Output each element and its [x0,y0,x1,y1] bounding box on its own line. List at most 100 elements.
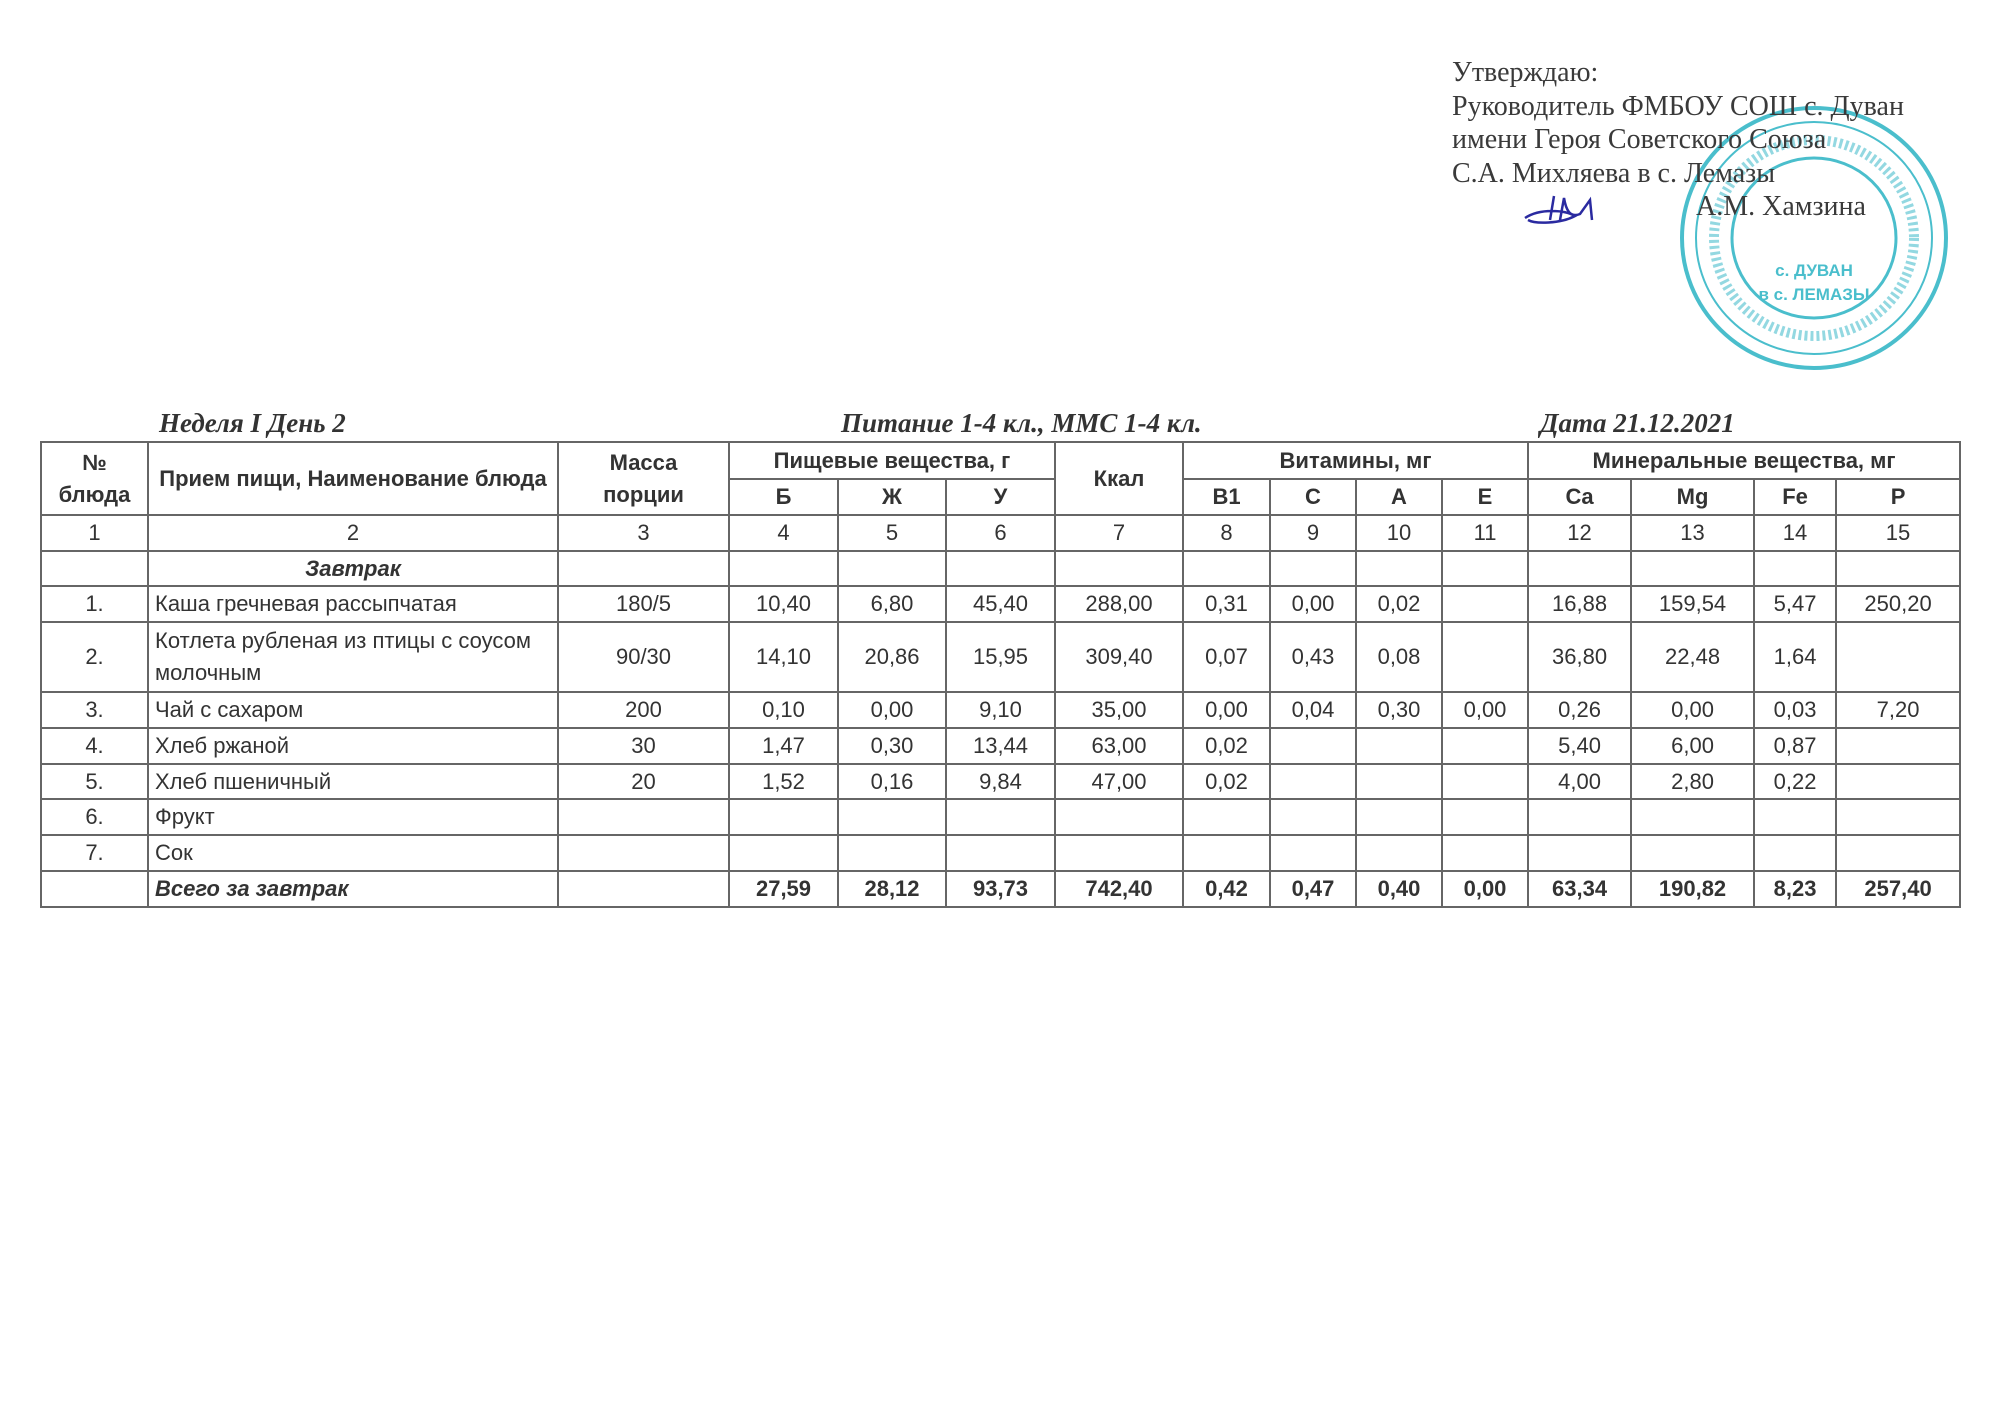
value-cell: 35,00 [1054,691,1184,729]
subheader-cell: E [1440,478,1530,516]
value-cell: 15,95 [945,621,1056,693]
column-number: 13 [1630,514,1756,552]
value-cell: 0,22 [1753,763,1838,800]
subheader-cell: Mg [1630,478,1756,516]
total-value: 0,42 [1182,870,1271,908]
value-cell [557,834,730,872]
value-cell: 159,54 [1630,585,1756,623]
value-cell [1753,834,1838,872]
value-cell [1835,727,1962,765]
value-cell: 9,84 [945,763,1056,800]
value-cell [837,798,947,836]
header-dish-name: Прием пищи, Наименование блюда [147,441,559,516]
value-cell: 6,00 [1630,727,1756,765]
value-cell [1269,763,1357,800]
value-cell: 0,30 [837,727,947,765]
value-cell [1527,798,1633,836]
stamp-text: в с. ЛЕМАЗЫ [1758,285,1869,304]
dish-number: 2. [40,621,149,693]
header-nutrients: Пищевые вещества, г [728,441,1056,480]
total-value: 8,23 [1753,870,1838,908]
value-cell [557,798,730,836]
value-cell: 0,16 [837,763,947,800]
column-number: 10 [1355,514,1443,552]
dish-number: 6. [40,798,149,836]
dish-name: Сок [147,834,559,872]
dish-name: Каша гречневая рассыпчатая [147,585,559,623]
value-cell [1355,834,1443,872]
value-cell: 45,40 [945,585,1056,623]
value-cell: 47,00 [1054,763,1184,800]
column-number: 14 [1753,514,1838,552]
subheader-cell: У [945,478,1056,516]
value-cell: 0,00 [1440,691,1530,729]
signature [1524,195,1594,224]
section-row: Завтрак [40,550,1962,587]
value-cell: 14,10 [728,621,839,693]
value-cell [945,834,1056,872]
approval-line: С.А. Михляева в с. Лемазы [1452,157,1776,189]
value-cell [1527,834,1633,872]
value-cell: 1,64 [1753,621,1838,693]
value-cell: 22,48 [1630,621,1756,693]
menu-table: № блюда Прием пищи, Наименование блюда М… [40,441,1962,908]
value-cell: 9,10 [945,691,1056,729]
total-value: 742,40 [1054,870,1184,908]
value-cell [837,834,947,872]
value-cell: 0,08 [1355,621,1443,693]
header-kcal: Ккал [1054,441,1184,516]
value-cell [1440,763,1530,800]
column-number: 15 [1835,514,1962,552]
column-number: 12 [1527,514,1633,552]
value-cell [945,798,1056,836]
value-cell: 4,00 [1527,763,1633,800]
group-caption: Питание 1-4 кл., ММС 1-4 кл. [841,408,1202,438]
date-caption: Дата 21.12.2021 [1540,408,1735,438]
value-cell [1355,798,1443,836]
value-cell: 0,00 [1182,691,1271,729]
value-cell: 0,43 [1269,621,1357,693]
value-cell [1440,727,1530,765]
approval-line: имени Героя Советского Союза [1452,124,1827,155]
total-value: 0,40 [1355,870,1443,908]
table-row: 4. Хлеб ржаной 30 1,47 0,30 13,44 63,00 0,02 5,4… [40,727,1962,765]
dish-number: 1. [40,585,149,623]
value-cell: 2,80 [1630,763,1756,800]
value-cell [1753,798,1838,836]
value-cell: 0,00 [1269,585,1357,623]
subheader-cell: Fe [1753,478,1838,516]
total-value [40,870,149,908]
value-cell: 1,52 [728,763,839,800]
value-cell [1440,798,1530,836]
value-cell: 0,04 [1269,691,1357,729]
value-cell: 200 [557,691,730,729]
value-cell [1054,798,1184,836]
value-cell: 0,02 [1182,727,1271,765]
total-value: 0,47 [1269,870,1357,908]
approval-line: Руководитель ФМБОУ СОШ с. Дуван [1452,90,1904,122]
value-cell: 309,40 [1054,621,1184,693]
table-row: 7. Сок [40,834,1962,872]
value-cell: 0,30 [1355,691,1443,729]
total-label: Всего за завтрак [147,870,559,908]
value-cell: 20,86 [837,621,947,693]
column-number: 1 [40,514,149,552]
dish-name: Хлеб ржаной [147,727,559,765]
subheader-cell: B1 [1182,478,1271,516]
approval-block: Утверждаю: Руководитель ФМБОУ СОШ с. Дув… [1452,56,1904,224]
subheader-cell: C [1269,478,1357,516]
value-cell [1440,585,1530,623]
value-cell [1355,763,1443,800]
dish-name: Хлеб пшеничный [147,763,559,800]
value-cell: 0,02 [1355,585,1443,623]
header-dish-number: № блюда [40,441,149,516]
column-number: 4 [728,514,839,552]
value-cell [1835,763,1962,800]
value-cell: 6,80 [837,585,947,623]
column-number: 5 [837,514,947,552]
value-cell: 288,00 [1054,585,1184,623]
value-cell [1630,798,1756,836]
value-cell [1835,798,1962,836]
value-cell: 10,40 [728,585,839,623]
value-cell: 5,40 [1527,727,1633,765]
